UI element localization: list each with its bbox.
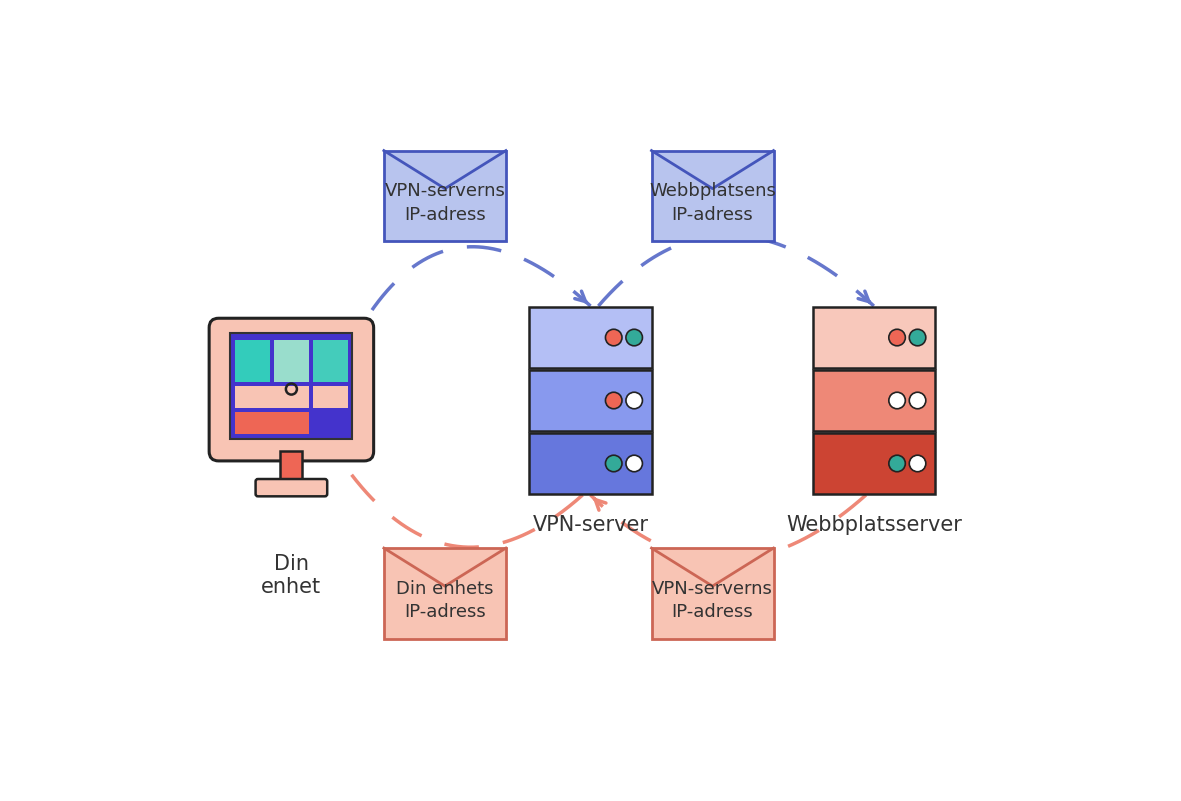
FancyBboxPatch shape [529,308,652,368]
FancyBboxPatch shape [813,433,935,493]
FancyBboxPatch shape [255,479,327,497]
FancyBboxPatch shape [813,308,935,368]
Circle shape [911,331,925,344]
Circle shape [607,393,621,408]
FancyBboxPatch shape [313,385,347,408]
FancyBboxPatch shape [813,370,935,431]
FancyBboxPatch shape [209,318,373,461]
Text: Webbplatsserver: Webbplatsserver [785,514,961,534]
Text: Webbplatsens
IP-adress: Webbplatsens IP-adress [650,183,776,224]
Circle shape [890,331,905,344]
Text: Din enhets
IP-adress: Din enhets IP-adress [396,580,494,622]
Circle shape [627,457,641,470]
FancyBboxPatch shape [235,340,270,382]
Text: VPN-serverns
IP-adress: VPN-serverns IP-adress [652,580,772,622]
FancyBboxPatch shape [384,151,505,241]
Circle shape [607,457,621,470]
FancyBboxPatch shape [652,151,774,241]
Circle shape [890,457,905,470]
FancyBboxPatch shape [529,370,652,431]
Text: Din
enhet: Din enhet [261,554,321,598]
FancyBboxPatch shape [280,452,302,481]
FancyBboxPatch shape [230,332,352,439]
FancyBboxPatch shape [274,340,309,382]
Circle shape [911,457,925,470]
Circle shape [627,331,641,344]
Circle shape [911,393,925,408]
Circle shape [607,331,621,344]
Circle shape [890,393,905,408]
FancyBboxPatch shape [313,340,347,382]
FancyBboxPatch shape [652,548,774,638]
Text: VPN-serverns
IP-adress: VPN-serverns IP-adress [385,183,505,224]
Circle shape [627,393,641,408]
FancyBboxPatch shape [384,548,505,638]
Text: VPN-server: VPN-server [533,514,648,534]
FancyBboxPatch shape [235,385,309,408]
FancyBboxPatch shape [235,412,309,434]
FancyBboxPatch shape [529,433,652,493]
